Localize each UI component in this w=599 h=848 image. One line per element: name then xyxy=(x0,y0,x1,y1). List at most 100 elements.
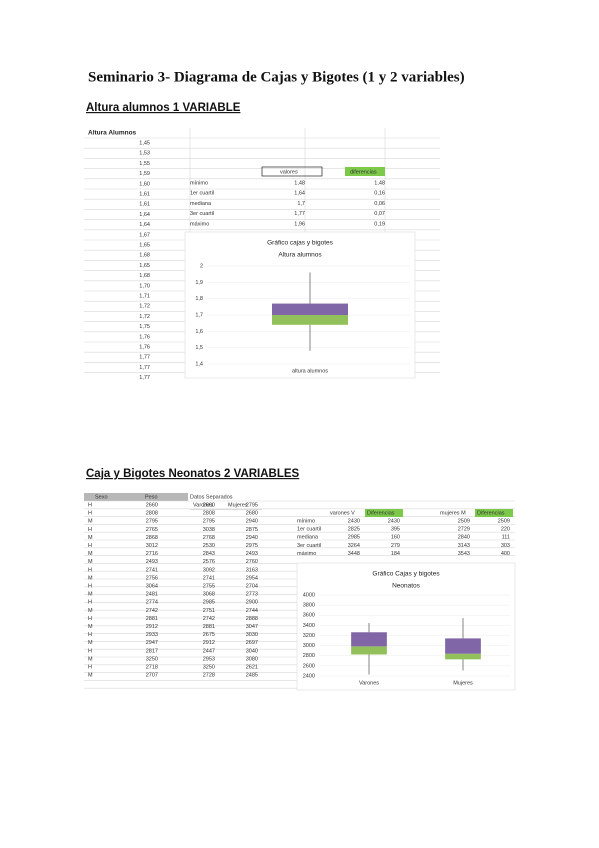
stats-label: 1er cuartil xyxy=(190,191,214,197)
stats-label: máximo xyxy=(297,551,316,557)
y-tick-label: 3000 xyxy=(303,643,315,649)
group-header: Datos Separados xyxy=(190,494,233,500)
cell: M xyxy=(88,519,93,525)
page-title: Seminario 3- Diagrama de Cajas y Bigotes… xyxy=(88,69,465,85)
cell: M xyxy=(88,592,93,598)
cell: 1,68 xyxy=(139,273,150,279)
cell: 2912 xyxy=(146,624,158,630)
cell: 2704 xyxy=(246,583,258,589)
cell: 2808 xyxy=(146,511,158,517)
stats-value: 1,64 xyxy=(294,191,305,197)
cell: 2481 xyxy=(146,592,158,598)
y-tick-label: 2400 xyxy=(303,673,315,679)
box-lower xyxy=(272,315,348,325)
cell: 2751 xyxy=(203,608,215,614)
cell: 2741 xyxy=(203,575,215,581)
cell: 1,64 xyxy=(139,212,150,218)
col-header: Varones xyxy=(193,502,213,508)
table-header: Altura Alumnos xyxy=(88,130,137,137)
stats-label: mediana xyxy=(297,535,319,541)
cell: 2843 xyxy=(203,551,215,557)
cell: 2912 xyxy=(203,640,215,646)
y-tick-label: 1,6 xyxy=(195,329,203,335)
cell: 1,72 xyxy=(139,304,150,310)
stats-value: 1,96 xyxy=(294,221,305,227)
box-lower xyxy=(445,653,481,660)
cell: 3080 xyxy=(246,656,258,662)
stats-diff: 303 xyxy=(501,543,510,549)
cell: H xyxy=(88,567,92,573)
col-header: Peso xyxy=(145,494,158,500)
cell: M xyxy=(88,575,93,581)
cell: 1,64 xyxy=(139,222,150,228)
cell: 2742 xyxy=(203,616,215,622)
cell: 3012 xyxy=(146,543,158,549)
cell: 2881 xyxy=(146,616,158,622)
cell: 2485 xyxy=(246,673,258,679)
y-tick-label: 1,9 xyxy=(195,280,203,286)
cell: M xyxy=(88,624,93,630)
col-header: Sexo xyxy=(95,494,108,500)
cell: M xyxy=(88,640,93,646)
y-tick-label: 4000 xyxy=(303,592,315,598)
cell: 2756 xyxy=(146,575,158,581)
stats-value: 3448 xyxy=(348,551,360,557)
y-tick-label: 1,5 xyxy=(195,345,203,351)
stats-diff: 0,06 xyxy=(374,201,385,207)
stats-diff: 220 xyxy=(501,527,510,533)
cell: 3040 xyxy=(246,648,258,654)
stats-diff: 111 xyxy=(502,535,510,541)
cell: 1,45 xyxy=(139,140,150,146)
y-tick-label: 1,7 xyxy=(195,312,203,318)
cell: 3038 xyxy=(203,527,215,533)
cell: 3163 xyxy=(246,567,258,573)
stats-diff: 0,16 xyxy=(374,191,385,197)
cell: H xyxy=(88,502,92,508)
box-lower xyxy=(351,646,387,655)
stats-header: Diferencias xyxy=(477,510,505,516)
cell: 3250 xyxy=(203,664,215,670)
stats-diff: 0,19 xyxy=(374,221,385,227)
stats-value: 2840 xyxy=(458,535,470,541)
cell: 1,65 xyxy=(139,263,150,269)
y-tick-label: 3200 xyxy=(303,633,315,639)
cell: 2773 xyxy=(246,592,258,598)
cell: 2875 xyxy=(246,527,258,533)
cell: 1,68 xyxy=(139,253,150,259)
cell: M xyxy=(88,551,93,557)
cell: 2742 xyxy=(146,608,158,614)
stats-title: varones V xyxy=(330,510,355,516)
stats-diff: 160 xyxy=(391,535,400,541)
cell: H xyxy=(88,664,92,670)
cell: 2621 xyxy=(246,664,258,670)
x-tick-label: Varones xyxy=(359,680,379,686)
cell: 2768 xyxy=(203,535,215,541)
cell: 1,77 xyxy=(139,375,150,381)
cell: 2900 xyxy=(246,600,258,606)
cell: 3092 xyxy=(203,567,215,573)
cell: 2795 xyxy=(203,519,215,525)
stats-label: 1er cuartil xyxy=(297,527,321,533)
x-tick-label: altura alumnos xyxy=(292,368,328,374)
cell: 2493 xyxy=(246,551,258,557)
cell: 2718 xyxy=(146,664,158,670)
cell: 1,75 xyxy=(139,324,150,330)
y-tick-label: 2600 xyxy=(303,663,315,669)
cell: 2707 xyxy=(146,673,158,679)
y-tick-label: 2 xyxy=(200,263,203,269)
cell: 1,61 xyxy=(139,191,150,197)
cell: 2868 xyxy=(146,535,158,541)
stats-header: Diferencias xyxy=(367,510,395,516)
cell: 2795 xyxy=(246,502,258,508)
section-title: Altura alumnos 1 VARIABLE xyxy=(86,102,241,114)
box-upper xyxy=(351,632,387,647)
stats-diff: 400 xyxy=(501,551,510,557)
stats-value: 1,48 xyxy=(294,180,305,186)
cell: 1,60 xyxy=(139,181,150,187)
stats-value: 3543 xyxy=(458,551,470,557)
cell: 1,61 xyxy=(139,202,150,208)
cell: 1,70 xyxy=(139,283,150,289)
chart-area xyxy=(296,562,516,691)
cell: 2660 xyxy=(146,502,158,508)
